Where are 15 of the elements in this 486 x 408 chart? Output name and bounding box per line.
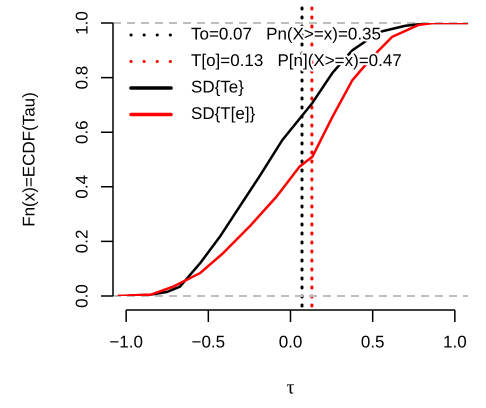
x-tick-label: −0.5: [192, 332, 226, 352]
y-tick-label: 1.0: [72, 11, 92, 35]
x-tick-label: 0.0: [278, 332, 302, 352]
x-tick-label: −1.0: [109, 332, 143, 352]
y-tick-label: 0.8: [72, 66, 92, 90]
legend-label: SD{T[e]}: [191, 104, 256, 124]
x-tick-label: 0.5: [360, 332, 384, 352]
x-axis-title: τ: [286, 376, 295, 398]
y-axis-title: Fn(x)=ECDF(Tau): [20, 92, 39, 227]
y-tick-label: 0.2: [72, 230, 92, 254]
y-tick-label: 0.4: [72, 174, 92, 199]
legend-label: SD{Te}: [191, 78, 244, 97]
x-tick-label: 1.0: [443, 332, 467, 352]
y-tick-label: 0.0: [72, 284, 92, 308]
y-tick-label: 0.6: [72, 120, 92, 144]
